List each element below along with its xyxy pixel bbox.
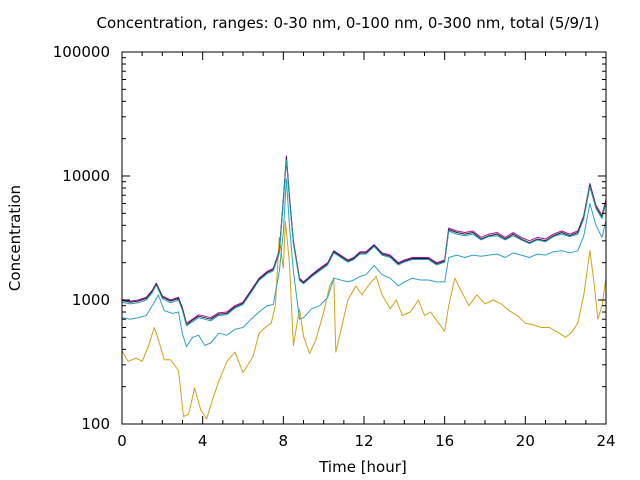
series-line-4 [121,157,607,326]
series-line-5 [121,159,607,327]
x-axis-label: Time [hour] [318,458,407,476]
x-tick-label: 0 [117,432,127,450]
x-tick-label: 16 [435,432,454,450]
y-tick-label: 100 [81,415,110,433]
x-tick-label: 20 [516,432,535,450]
series-line-2 [121,178,607,348]
plot-frame [121,51,607,425]
y-tick-label: 100000 [53,43,110,61]
series-line-1 [121,220,607,420]
chart-title: Concentration, ranges: 0-30 nm, 0-100 nm… [97,14,600,32]
y-tick-label: 10000 [62,167,110,185]
x-tick-label: 8 [279,432,289,450]
x-tick-label: 24 [596,432,615,450]
x-tick-label: 4 [198,432,208,450]
x-tick-label: 12 [354,432,373,450]
series-group [121,155,607,420]
y-axis-label: Concentration [6,185,24,291]
series-line-3 [121,155,607,324]
ticks-group: 0 4 8 12 16 20 24 100 1000 10000 100000 [53,43,616,450]
y-tick-label: 1000 [72,291,110,309]
